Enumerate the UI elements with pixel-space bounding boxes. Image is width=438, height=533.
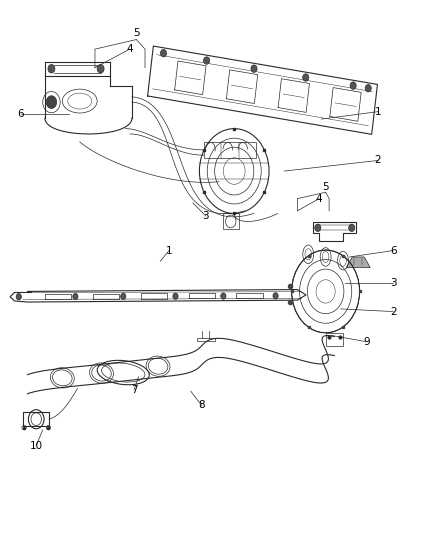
Circle shape <box>46 96 57 109</box>
Text: 1: 1 <box>166 246 172 256</box>
Circle shape <box>303 74 309 81</box>
Text: 4: 4 <box>127 44 133 54</box>
Circle shape <box>221 293 226 299</box>
Circle shape <box>315 224 321 231</box>
Circle shape <box>365 85 371 92</box>
Circle shape <box>350 82 356 90</box>
Text: 5: 5 <box>133 28 140 38</box>
Text: 2: 2 <box>390 306 396 317</box>
Circle shape <box>16 294 21 300</box>
Text: 5: 5 <box>322 182 329 192</box>
Circle shape <box>120 293 126 300</box>
Text: 10: 10 <box>30 441 43 451</box>
Circle shape <box>349 224 355 231</box>
Circle shape <box>273 293 278 299</box>
Text: 1: 1 <box>374 107 381 117</box>
Circle shape <box>48 64 55 73</box>
Text: 4: 4 <box>316 193 322 204</box>
Text: 6: 6 <box>18 109 24 119</box>
Text: 9: 9 <box>364 337 370 347</box>
Text: 7: 7 <box>131 384 138 394</box>
Circle shape <box>160 50 166 57</box>
Polygon shape <box>346 257 370 268</box>
Text: 8: 8 <box>198 400 205 410</box>
Text: 3: 3 <box>203 211 209 221</box>
Circle shape <box>204 57 210 64</box>
Circle shape <box>97 64 104 73</box>
Circle shape <box>251 65 257 72</box>
Circle shape <box>73 293 78 300</box>
Text: 3: 3 <box>390 278 396 288</box>
Text: 2: 2 <box>374 156 381 165</box>
Text: 6: 6 <box>390 246 396 256</box>
Circle shape <box>173 293 178 300</box>
